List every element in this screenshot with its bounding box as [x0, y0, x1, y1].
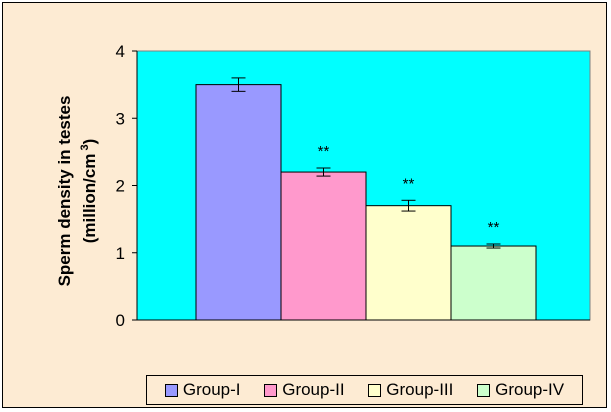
- legend-item-group-4: Group-IV: [477, 380, 564, 400]
- y-axis-title-units: (million/cm 3): [79, 139, 99, 244]
- y-axis-title: Sperm density in testes: [55, 96, 74, 287]
- y-tick-label-2: 2: [116, 177, 125, 196]
- y-axis-title-units-sup: 3: [79, 144, 91, 150]
- legend-swatch-group-4: [477, 383, 491, 397]
- y-tick-label-0: 0: [116, 311, 125, 330]
- legend-label-group-3: Group-III: [386, 380, 454, 399]
- error-bars: [231, 77, 501, 249]
- legend-item-group-1: Group-I: [164, 380, 241, 400]
- legend-swatch-group-3: [368, 383, 382, 397]
- legend-item-group-2: Group-II: [264, 380, 345, 400]
- y-axis-ticks: 0 1 2 3 4: [116, 42, 137, 330]
- significance-label-4: **: [488, 219, 500, 236]
- bar-chart: 0 1 2 3 4 ** ** ** Sperm density in testes (mi…: [55, 42, 591, 330]
- y-axis-title-units-close: ): [80, 139, 99, 145]
- significance-label-2: **: [318, 143, 330, 160]
- legend-swatch-group-1: [164, 383, 178, 397]
- y-axis-title-units-text: (million/cm: [80, 154, 99, 244]
- bar-2: [280, 171, 367, 321]
- legend-label-group-1: Group-I: [182, 380, 241, 399]
- legend-swatch-group-2: [264, 383, 278, 397]
- bar-3: [365, 205, 452, 321]
- legend-item-group-3: Group-III: [368, 380, 453, 400]
- significance-label-3: **: [403, 175, 415, 192]
- legend: Group-I Group-II Group-III Group-IV: [146, 375, 583, 405]
- bars: [195, 84, 537, 321]
- y-tick-label-1: 1: [116, 244, 125, 263]
- chart-frame: 0 1 2 3 4 ** ** ** Sperm density in testes (mi…: [2, 2, 607, 408]
- bar-1: [195, 84, 282, 321]
- legend-label-group-4: Group-IV: [495, 380, 565, 399]
- y-tick-label-4: 4: [116, 42, 125, 61]
- bar-4: [450, 245, 537, 321]
- significance-labels: ** ** **: [318, 143, 500, 236]
- legend-label-group-2: Group-II: [282, 380, 345, 399]
- y-tick-label-3: 3: [116, 109, 125, 128]
